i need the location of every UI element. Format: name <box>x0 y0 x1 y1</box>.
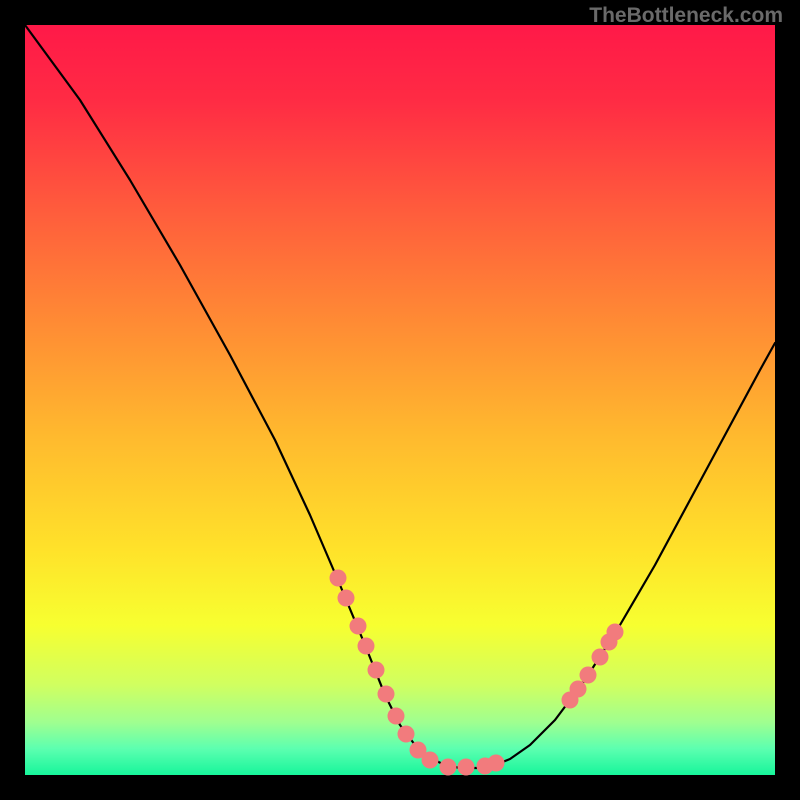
curve-marker <box>330 570 347 587</box>
curve-marker <box>580 667 597 684</box>
curve-marker <box>607 624 624 641</box>
curve-marker <box>368 662 385 679</box>
curve-marker <box>488 755 505 772</box>
curve-layer <box>0 0 800 800</box>
curve-marker <box>350 618 367 635</box>
curve-marker <box>440 759 457 776</box>
curve-marker <box>398 726 415 743</box>
bottleneck-curve <box>25 25 775 768</box>
watermark-text: TheBottleneck.com <box>589 4 783 28</box>
curve-marker <box>378 686 395 703</box>
curve-marker <box>570 681 587 698</box>
curve-marker <box>592 649 609 666</box>
curve-marker <box>458 759 475 776</box>
curve-marker <box>358 638 375 655</box>
chart-container: TheBottleneck.com <box>0 0 800 800</box>
curve-marker <box>422 752 439 769</box>
curve-marker <box>338 590 355 607</box>
curve-marker <box>388 708 405 725</box>
